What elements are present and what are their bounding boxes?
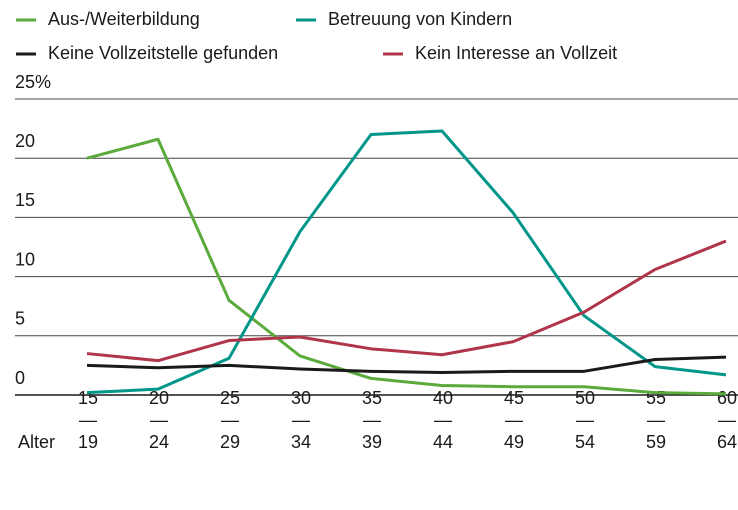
x-tick-label: — xyxy=(647,410,665,430)
x-tick-label: 30 xyxy=(291,388,311,408)
series-line xyxy=(86,129,727,395)
x-tick-label: 24 xyxy=(149,432,169,452)
y-tick-label: 15 xyxy=(15,190,35,210)
y-tick-label: 10 xyxy=(15,249,35,269)
x-tick-label: 35 xyxy=(362,388,382,408)
x-tick-label: 60 xyxy=(717,388,737,408)
y-tick-label: 20 xyxy=(15,131,35,151)
x-tick-label: 64 xyxy=(717,432,737,452)
x-tick-label: — xyxy=(221,410,239,430)
x-tick-label: 45 xyxy=(504,388,524,408)
x-tick-label: — xyxy=(718,410,736,430)
series-line xyxy=(86,355,727,375)
legend-label: Keine Vollzeitstelle gefunden xyxy=(48,43,278,63)
x-tick-label: — xyxy=(363,410,381,430)
x-tick-label: 20 xyxy=(149,388,169,408)
legend-label: Betreuung von Kindern xyxy=(328,9,512,29)
x-tick-label: — xyxy=(79,410,97,430)
x-tick-label: 25 xyxy=(220,388,240,408)
y-tick-label: 25% xyxy=(15,72,51,92)
x-tick-label: 50 xyxy=(575,388,595,408)
x-tick-label: 44 xyxy=(433,432,453,452)
x-axis-label: Alter xyxy=(18,432,55,452)
x-tick-label: 29 xyxy=(220,432,240,452)
legend-label: Kein Interesse an Vollzeit xyxy=(415,43,617,63)
x-tick-label: 34 xyxy=(291,432,311,452)
x-tick-label: 40 xyxy=(433,388,453,408)
y-tick-label: 0 xyxy=(15,368,25,388)
x-tick-label: — xyxy=(505,410,523,430)
x-tick-label: 54 xyxy=(575,432,595,452)
series-line xyxy=(86,239,727,363)
x-tick-label: 39 xyxy=(362,432,382,452)
legend-label: Aus-/Weiterbildung xyxy=(48,9,200,29)
x-tick-label: — xyxy=(150,410,168,430)
x-tick-label: — xyxy=(292,410,310,430)
x-tick-label: 59 xyxy=(646,432,666,452)
series-line xyxy=(86,137,727,396)
x-tick-label: 49 xyxy=(504,432,524,452)
x-tick-label: — xyxy=(576,410,594,430)
x-tick-label: 19 xyxy=(78,432,98,452)
y-tick-label: 5 xyxy=(15,309,25,329)
x-tick-label: — xyxy=(434,410,452,430)
